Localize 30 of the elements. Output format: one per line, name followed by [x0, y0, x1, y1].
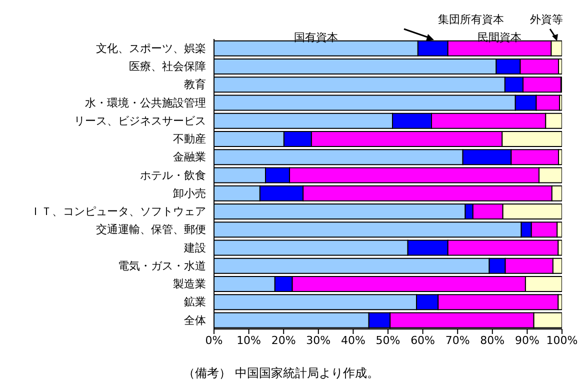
x-tick-label: 50%	[376, 334, 400, 347]
x-tick-label: 40%	[340, 334, 366, 347]
series-label: 外資等	[530, 12, 564, 27]
text: （備考） 中国国家統計局より作成。	[183, 365, 380, 382]
series-label: 集団所有資本	[438, 12, 504, 27]
y-tick-label: 不動産	[173, 132, 206, 146]
x-tick-label: 70%	[445, 334, 470, 347]
y-tick-label: ホテル・飲食	[140, 168, 206, 182]
x-tick-label: 90%	[514, 334, 540, 347]
x-tick-label: 0%	[205, 334, 223, 347]
x-tick-label: 30%	[306, 334, 331, 347]
x-tick-label: 20%	[271, 334, 296, 347]
y-tick-label: 水・環境・公共施設管理	[85, 96, 206, 110]
y-tick-label: 電気・ガス・水道	[118, 259, 206, 272]
y-tick-label: 鉱業	[184, 296, 206, 309]
y-tick-label: 建設	[183, 241, 206, 254]
y-tick-label: 交通運輸、保管、郵便	[96, 223, 206, 236]
x-tick-label: 10%	[236, 334, 262, 347]
y-tick-label: 卸小売	[173, 186, 206, 200]
y-tick-label: 医療、社会保障	[129, 60, 206, 74]
y-tick-label: 全体	[184, 314, 206, 327]
y-tick-label: ＩＴ、コンピュータ、ソフトウェア	[30, 205, 206, 218]
x-tick-label: 80%	[480, 334, 505, 347]
x-tick-label: 60%	[410, 334, 436, 347]
x-tick-label: 100%	[546, 334, 578, 347]
y-tick-label: 製造業	[173, 278, 206, 291]
y-tick-label: リース、ビジネスサービス	[74, 114, 206, 128]
y-tick-label: 教育	[184, 78, 206, 92]
y-tick-label: 金融業	[173, 150, 206, 164]
y-tick-label: 文化、スポーツ、娯楽	[96, 42, 206, 55]
